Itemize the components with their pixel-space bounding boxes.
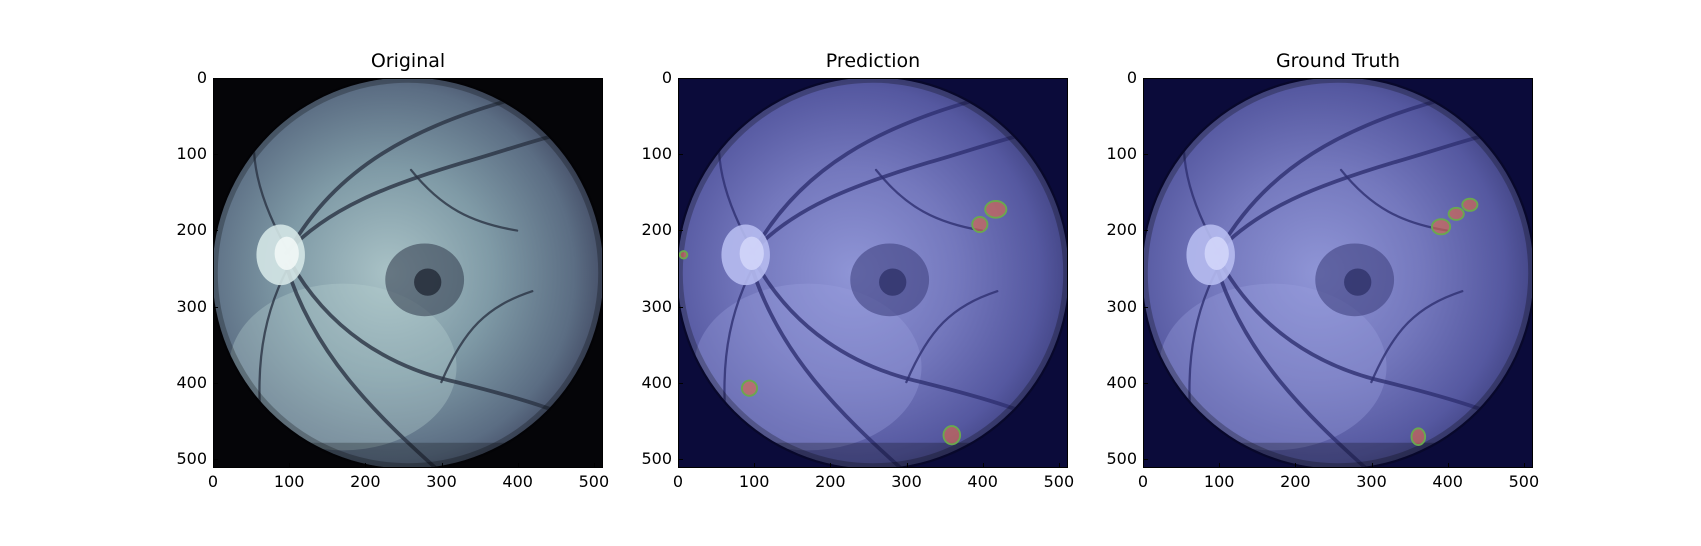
x-tick-mark [593,463,595,468]
y-tick-label: 200 [641,220,672,240]
x-tick-mark [1058,463,1060,468]
y-tick-label: 0 [661,68,672,87]
y-tick-mark [678,230,683,232]
x-tick-label: 500 [1508,472,1540,491]
y-tick-label: 0 [196,68,207,87]
x-tick-label: 100 [738,472,770,491]
y-tick-label: 200 [176,220,207,240]
image-axes [1143,78,1533,468]
x-tick-mark [754,463,756,468]
x-tick-mark [1143,463,1144,468]
x-tick-mark [830,463,832,468]
y-tick-label: 100 [641,144,672,164]
x-tick-label: 100 [1203,472,1235,491]
x-tick-label: 200 [1280,472,1311,491]
y-tick-mark [213,154,218,156]
x-tick-label: 400 [502,472,533,491]
y-tick-label: 400 [176,372,207,392]
y-tick-label: 300 [176,296,207,316]
y-tick-mark [213,230,218,232]
lesion-marker [740,379,759,397]
lesion-marker [984,200,1008,219]
x-tick-mark [1219,463,1221,468]
y-tick-label: 100 [1106,144,1137,164]
lesion-marker [1461,197,1479,212]
fundus-image [679,79,1067,467]
x-tick-label: 200 [815,472,846,491]
x-tick-mark [289,463,291,468]
image-axes [678,78,1068,468]
x-tick-label: 300 [426,472,457,491]
y-tick-mark [213,458,218,460]
y-tick-mark [678,306,683,308]
y-tick-label: 300 [641,296,672,316]
panel-title: Original [370,50,446,72]
x-tick-label: 300 [1356,472,1387,491]
y-tick-label: 300 [1106,296,1137,316]
x-tick-mark [678,463,679,468]
y-tick-label: 400 [1106,372,1137,392]
x-tick-label: 0 [672,472,684,491]
y-tick-mark [678,382,683,384]
lesion-marker [679,250,689,260]
x-tick-mark [1447,463,1449,468]
x-tick-mark [441,463,443,468]
x-tick-label: 300 [891,472,922,491]
fundus-image [214,79,602,467]
image-axes [213,78,603,468]
x-tick-label: 500 [578,472,610,491]
lesion-marker [942,425,962,446]
x-tick-label: 0 [1137,472,1149,491]
x-tick-mark [1523,463,1525,468]
y-tick-label: 400 [641,372,672,392]
panel-title: Ground Truth [1275,50,1401,72]
y-tick-mark [213,78,218,79]
x-tick-label: 100 [273,472,305,491]
y-tick-mark [678,78,683,79]
y-tick-label: 100 [176,144,207,164]
y-tick-mark [1143,306,1148,308]
y-tick-mark [213,306,218,308]
x-tick-mark [982,463,984,468]
y-tick-mark [1143,154,1148,156]
x-tick-mark [517,463,519,468]
lesion-marker [1447,206,1465,221]
y-tick-mark [1143,458,1148,460]
lesion-marker [1431,218,1452,236]
x-tick-label: 500 [1043,472,1075,491]
x-tick-mark [906,463,908,468]
y-tick-label: 500 [1106,448,1137,468]
x-tick-label: 400 [1432,472,1463,491]
y-tick-label: 200 [1106,220,1137,240]
x-tick-mark [213,463,214,468]
y-tick-mark [213,382,218,384]
y-tick-mark [1143,78,1148,79]
x-tick-mark [1295,463,1297,468]
y-tick-mark [678,458,683,460]
y-tick-mark [1143,382,1148,384]
lesion-marker [1410,427,1427,446]
lesion-marker [971,215,989,234]
x-tick-mark [1371,463,1373,468]
y-tick-mark [1143,230,1148,232]
x-tick-label: 0 [207,472,219,491]
x-tick-mark [365,463,367,468]
x-tick-label: 400 [967,472,998,491]
y-tick-label: 0 [1126,68,1137,87]
y-tick-mark [678,154,683,156]
panel-title: Prediction [825,50,921,72]
y-tick-label: 500 [176,448,207,468]
y-tick-label: 500 [641,448,672,468]
x-tick-label: 200 [350,472,381,491]
